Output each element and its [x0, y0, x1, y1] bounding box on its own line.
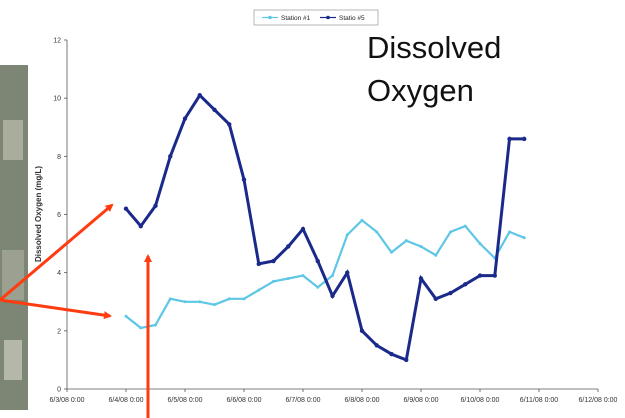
x-tick-label: 6/7/08 0:00 — [285, 397, 320, 404]
data-point — [183, 300, 187, 304]
data-point — [286, 244, 291, 249]
legend-marker — [268, 15, 272, 20]
data-point — [272, 279, 275, 283]
data-point — [286, 276, 290, 280]
data-point — [345, 233, 349, 237]
annotation: Oxygen — [367, 73, 474, 108]
y-tick-label: 6 — [57, 212, 61, 219]
x-tick-label: 6/8/08 0:00 — [344, 397, 379, 404]
data-point — [139, 326, 143, 330]
data-point — [492, 273, 497, 278]
data-point — [242, 297, 246, 301]
y-tick-label: 12 — [53, 38, 61, 45]
series-line — [124, 92, 525, 362]
data-point — [390, 250, 393, 254]
annotation: Dissolved — [367, 30, 501, 65]
data-point — [419, 244, 423, 248]
data-point — [331, 274, 334, 278]
data-point — [256, 261, 261, 267]
data-point — [257, 288, 261, 292]
y-tick-label: 0 — [57, 387, 61, 394]
data-point — [316, 285, 320, 289]
data-point — [300, 226, 306, 232]
y-tick-label: 10 — [53, 96, 61, 103]
x-tick-label: 6/3/08 0:00 — [49, 397, 84, 404]
legend-label: Statio #5 — [339, 15, 365, 22]
data-point — [449, 230, 452, 234]
x-tick-label: 6/9/08 0:00 — [403, 397, 438, 404]
y-tick-label: 2 — [57, 328, 61, 335]
series-line — [125, 218, 525, 330]
x-tick-label: 6/4/08 0:00 — [108, 397, 143, 404]
data-point — [404, 357, 409, 363]
data-point — [389, 351, 394, 357]
data-point — [375, 230, 379, 234]
y-tick-label: 4 — [57, 270, 61, 277]
data-point — [153, 203, 158, 208]
data-point — [359, 328, 365, 334]
legend: Station #1 Statio #5 — [253, 9, 379, 26]
data-point — [478, 242, 482, 246]
x-tick-label: 6/6/08 0:00 — [226, 397, 261, 404]
x-tick-label: 6/11/08 0:00 — [520, 397, 559, 404]
photo-detail — [2, 250, 24, 300]
data-point — [227, 297, 231, 301]
data-point — [123, 206, 129, 211]
data-point — [374, 343, 379, 348]
data-point — [508, 230, 511, 234]
data-point — [168, 297, 172, 301]
data-point — [330, 293, 335, 299]
arrow — [0, 203, 114, 302]
data-point — [154, 323, 157, 327]
data-point — [345, 270, 350, 275]
data-point — [434, 253, 438, 257]
data-point — [463, 224, 467, 228]
data-point — [463, 282, 468, 287]
x-tick-label: 6/10/08 0:00 — [461, 397, 500, 404]
data-point — [212, 107, 217, 113]
x-tick-label: 6/12/08 0:00 — [579, 397, 618, 404]
legend-box — [253, 9, 379, 26]
arrow — [0, 298, 112, 320]
data-point — [522, 136, 527, 142]
data-point — [271, 258, 276, 264]
y-axis-label: Dissolved Oxygen (mg/L) — [34, 166, 43, 262]
x-tick-label: 6/5/08 0:00 — [167, 397, 202, 404]
data-point — [241, 177, 247, 182]
data-point — [360, 218, 364, 222]
data-point — [315, 258, 320, 264]
data-point — [433, 296, 438, 302]
data-point — [418, 276, 424, 281]
data-point — [182, 116, 188, 121]
data-point — [301, 274, 305, 278]
data-point — [213, 303, 216, 307]
data-point — [197, 93, 202, 98]
data-point — [507, 136, 512, 142]
photo-detail — [4, 340, 22, 380]
data-point — [168, 154, 173, 159]
data-point — [522, 236, 526, 240]
data-point — [198, 300, 202, 304]
data-point — [404, 239, 408, 243]
data-point — [138, 223, 143, 229]
data-point — [227, 122, 232, 127]
data-point — [124, 314, 128, 318]
y-tick-label: 8 — [57, 154, 61, 161]
data-point — [448, 290, 453, 296]
data-point — [477, 273, 483, 278]
legend-marker — [326, 15, 330, 20]
legend-label: Station #1 — [281, 15, 311, 22]
photo-detail — [3, 120, 23, 160]
